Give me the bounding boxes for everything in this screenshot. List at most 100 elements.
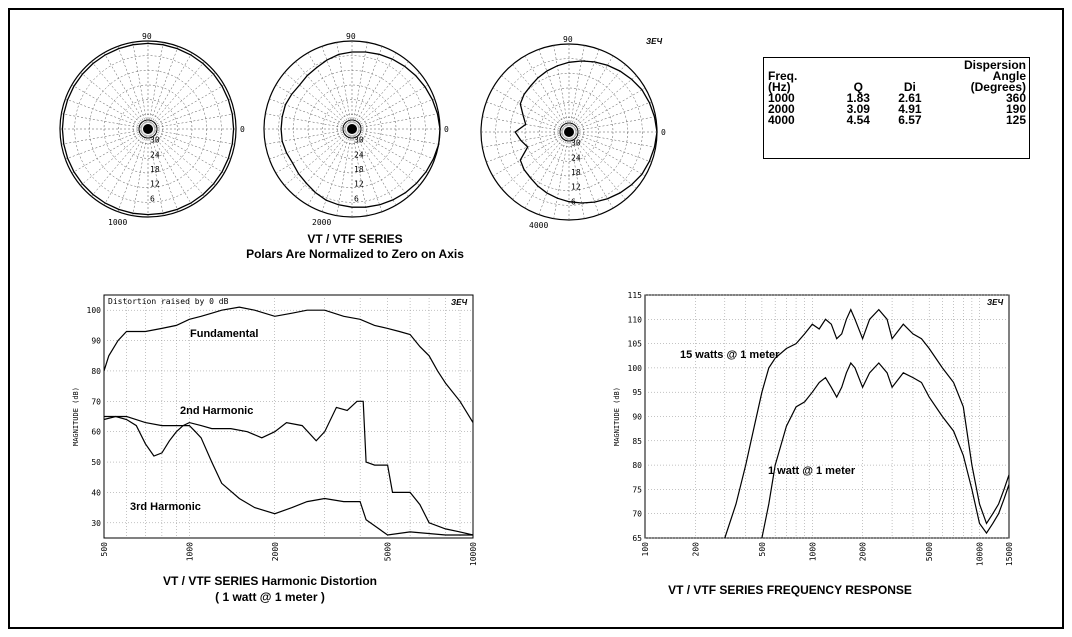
polar-grid-ring <box>322 99 382 159</box>
polar-grid-spoke <box>573 135 637 189</box>
table-header-line: Dispersion <box>963 58 1026 72</box>
polar-response-curve-1000 <box>61 42 235 216</box>
polar-grid-spoke <box>538 49 568 127</box>
polar-grid-spoke <box>152 72 216 126</box>
polar-grid-spoke <box>572 136 626 200</box>
x-tick-label: 200 <box>691 542 700 557</box>
x-tick-label: 1000 <box>185 542 194 561</box>
chart-logo: ЗЕЧ <box>987 298 1003 307</box>
series-label-1: 2nd Harmonic <box>180 405 253 417</box>
y-tick-label: 70 <box>91 397 101 406</box>
series-label-2: 3rd Harmonic <box>130 501 201 513</box>
polar-grid-spoke <box>153 84 225 127</box>
polar-grid-spoke <box>574 87 646 130</box>
polar-grid-spoke <box>71 131 143 174</box>
polar-grid-spoke <box>275 84 347 127</box>
polar-grid-spoke <box>571 137 614 209</box>
polar-angle-label-top: 90 <box>346 32 356 41</box>
polar-grid-spoke <box>538 137 568 215</box>
x-tick-label: 10000 <box>976 542 985 566</box>
y-tick-label: 90 <box>91 337 101 346</box>
polar-ring-label: 24 <box>354 150 364 159</box>
polar-grid-spoke <box>357 130 435 160</box>
dispersion-table-grid: Freq. (Hz) Q Di Dispersion Angle (Degrees) 1000… <box>768 58 1026 127</box>
polar-grid-spoke <box>553 45 569 127</box>
polar-grid-spoke <box>353 46 383 124</box>
polar-grid-spoke <box>501 135 565 189</box>
polar-grid-spoke <box>295 61 349 125</box>
polar-grid-spoke <box>103 52 146 124</box>
polar-grid-spoke <box>321 46 351 124</box>
table-header-cell: Di <box>884 60 936 93</box>
polar-grid-spoke <box>501 75 565 129</box>
polar-grid-spoke <box>152 132 216 186</box>
polar-ring-label: 6 <box>150 194 155 203</box>
series-label-1: 1 watt @ 1 meter <box>768 465 856 477</box>
polar-grid-spoke <box>61 129 143 145</box>
polar-grid-spoke <box>486 101 564 131</box>
polar-angle-label-top: 90 <box>142 32 152 41</box>
series-label-0: 15 watts @ 1 meter <box>680 349 780 361</box>
y-tick-label: 80 <box>632 461 642 470</box>
polar-grid-spoke <box>91 133 145 197</box>
polar-grid-spoke <box>149 46 179 124</box>
y-tick-label: 100 <box>87 306 102 315</box>
chart-logo: ЗЕЧ <box>451 298 467 307</box>
polar-ring-label: 30 <box>150 136 160 145</box>
table-row: 2000 3.09 4.91 190 <box>768 103 1026 115</box>
polar-grid-ring <box>74 55 222 203</box>
polar-center-ring <box>559 122 579 142</box>
polar-grid-spoke <box>357 98 435 128</box>
table-cell: 6.57 <box>898 113 922 127</box>
polar-grid-spoke <box>553 137 569 219</box>
x-tick-label: 15000 <box>1005 542 1014 566</box>
polar-grid-spoke <box>80 72 144 126</box>
polar-grid-spoke <box>574 101 652 131</box>
polar-ring-label: 12 <box>354 180 364 189</box>
dispersion-table: Freq. (Hz) Q Di Dispersion Angle (Degrees) 1000… <box>763 57 1030 159</box>
table-header-line: (Hz) <box>768 80 791 94</box>
polar-angle-label-right: 0 <box>240 125 245 134</box>
polar-grid-spoke <box>80 132 144 186</box>
y-axis-label: MAGNITUDE (dB) <box>613 387 621 446</box>
table-header-line: Angle <box>992 69 1026 83</box>
polar-grid-spoke <box>132 42 148 124</box>
polar-grid-spoke <box>512 64 566 128</box>
polar-grid-spoke <box>148 42 164 124</box>
fr-chart-title: VT / VTF SERIES FREQUENCY RESPONSE <box>668 583 912 597</box>
polar-grid-spoke <box>571 55 614 127</box>
x-tick-label: 5000 <box>925 542 934 561</box>
polar-grid-spoke <box>269 130 347 160</box>
polar-grid-spoke <box>307 52 350 124</box>
polar-grid-spoke <box>65 98 143 128</box>
polar-grid-spoke <box>357 131 429 174</box>
y-tick-label: 65 <box>632 534 642 543</box>
polar-grid-spoke <box>574 132 656 148</box>
polar-plot-1000: 30 24 18 12 6 90 0 1000 <box>59 32 245 227</box>
polar-grid-spoke <box>573 75 637 129</box>
x-tick-label: 2000 <box>859 542 868 561</box>
polar-logo: ЗЕЧ <box>646 37 662 46</box>
polar-grid-spoke <box>353 134 383 212</box>
y-tick-label: 60 <box>91 428 101 437</box>
polar-grid-spoke <box>492 134 564 177</box>
polar-angle-label-right: 0 <box>444 125 449 134</box>
y-tick-label: 50 <box>91 458 101 467</box>
table-row: 4000 4.54 6.57 125 <box>768 113 1026 127</box>
x-tick-label: 500 <box>758 542 767 557</box>
polar-grid-spoke <box>150 52 193 124</box>
polar-center-dot <box>143 124 153 134</box>
y-tick-label: 40 <box>91 488 101 497</box>
page-frame <box>8 8 1064 629</box>
polar-grid-spoke <box>117 134 147 212</box>
polar-grid-spoke <box>336 134 352 216</box>
polar-ring-label: 18 <box>150 165 160 174</box>
series-line-1 <box>103 400 474 536</box>
polar-ring-label: 24 <box>571 153 581 162</box>
polar-grid-spoke <box>151 133 205 197</box>
y-tick-label: 30 <box>91 519 101 528</box>
polar-grid-spoke <box>284 132 348 186</box>
chart-note: Distortion raised by 0 dB <box>108 297 229 306</box>
